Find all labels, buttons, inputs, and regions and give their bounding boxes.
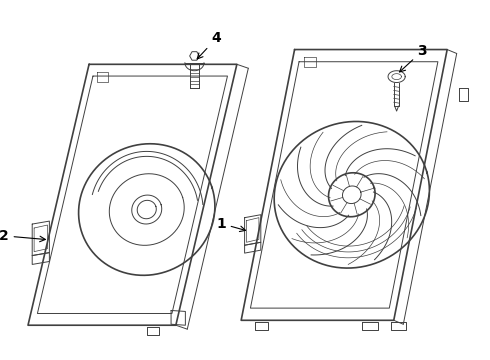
Text: 3: 3	[399, 44, 427, 72]
Text: 4: 4	[197, 31, 221, 59]
Text: 2: 2	[0, 229, 46, 243]
Text: 1: 1	[216, 216, 245, 231]
